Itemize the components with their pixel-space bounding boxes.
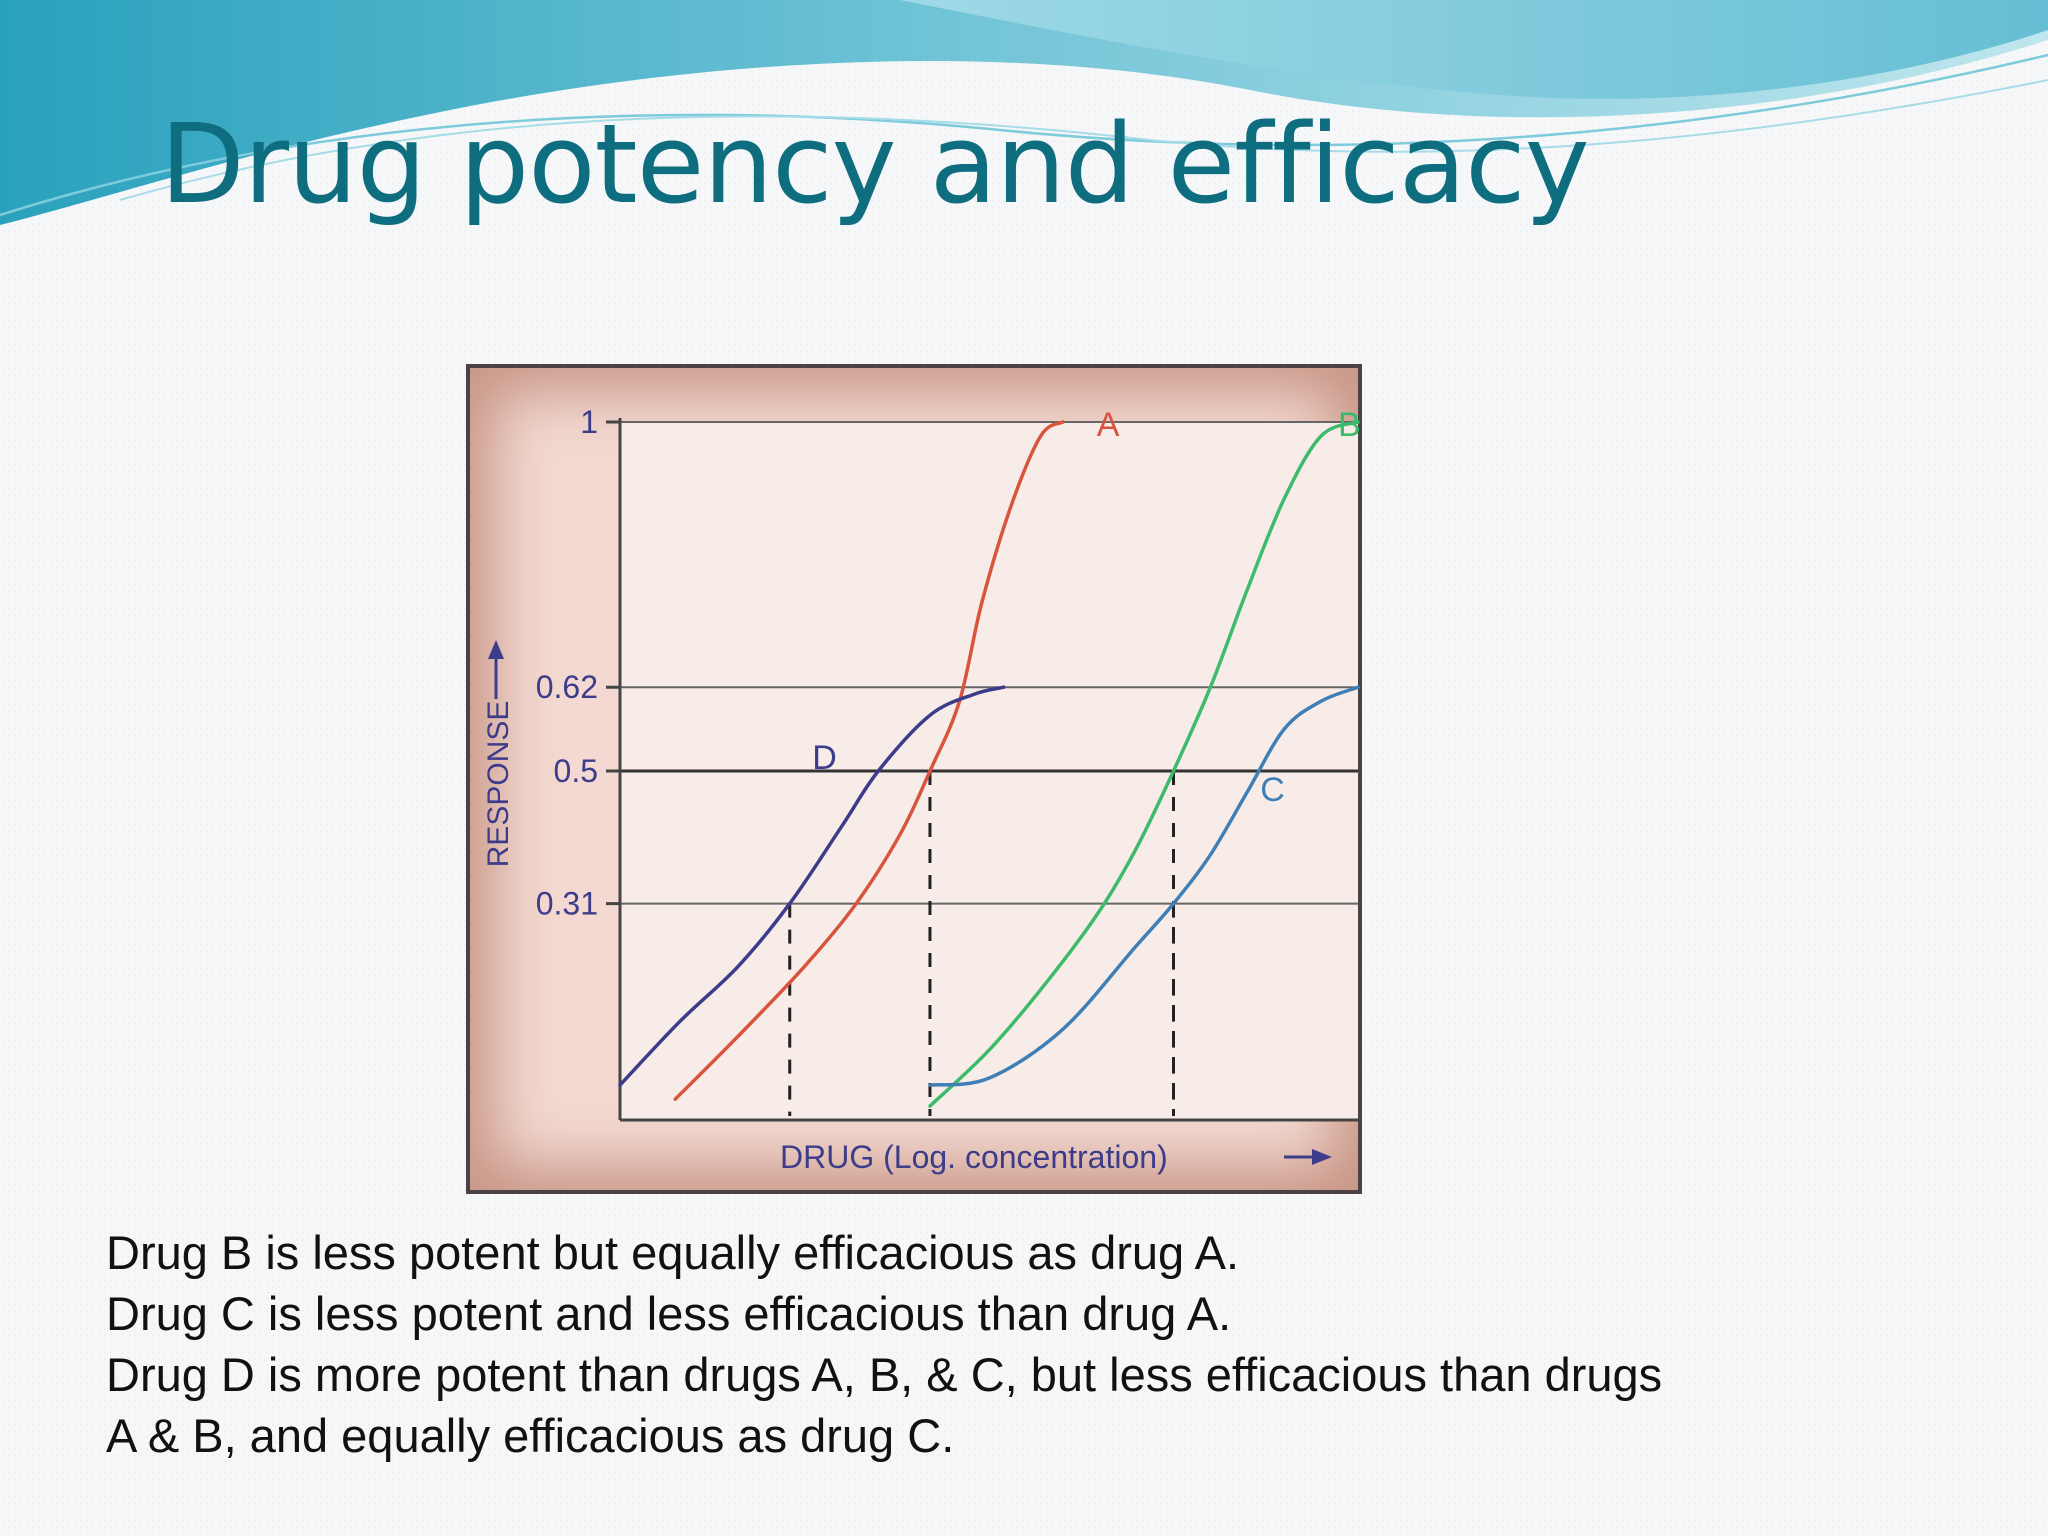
caption-line-1: Drug B is less potent but equally effica… [106,1226,1240,1279]
series-line-C [928,685,1360,1087]
caption: Drug B is less potent but equally effica… [106,1222,2006,1466]
caption-line-3: Drug D is more potent than drugs A, B, &… [106,1348,1663,1401]
axes [618,418,1358,1122]
dose-response-chart: 1 0.62 0.5 0.31 A B C D RESPONSE DRUG (Log. co… [482,404,1361,1175]
series-curves [618,420,1360,1108]
y-tick-label: 1 [580,404,598,440]
series-line-D [618,685,1006,1087]
slide-title: Drug potency and efficacy [160,100,1590,228]
wave-line-2 [119,79,2048,201]
y-tick-label: 0.62 [536,669,598,705]
series-line-A [673,420,1065,1101]
x-axis-arrow [1284,1149,1332,1165]
wave-line [0,53,2048,217]
y-tick-labels: 1 0.62 0.5 0.31 [536,404,598,922]
x-axis-label: DRUG (Log. concentration) [780,1139,1168,1175]
grid-lines [606,420,1358,906]
series-label-C: C [1260,771,1285,809]
series-label-A: A [1097,406,1120,444]
y-axis-arrow [488,640,504,699]
caption-line-2: Drug C is less potent and less efficacio… [106,1287,1232,1340]
y-tick-label: 0.5 [554,753,598,789]
ec50-markers [788,771,1175,1116]
wave-front [900,0,2048,99]
curve-labels: A B C D [812,406,1360,809]
series-line-B [928,420,1360,1108]
caption-line-4: A & B, and equally efficacious as drug C… [106,1409,955,1462]
y-tick-label: 0.31 [536,886,598,922]
series-label-B: B [1338,406,1361,444]
series-label-D: D [812,739,837,777]
y-axis-label: RESPONSE [482,701,515,868]
